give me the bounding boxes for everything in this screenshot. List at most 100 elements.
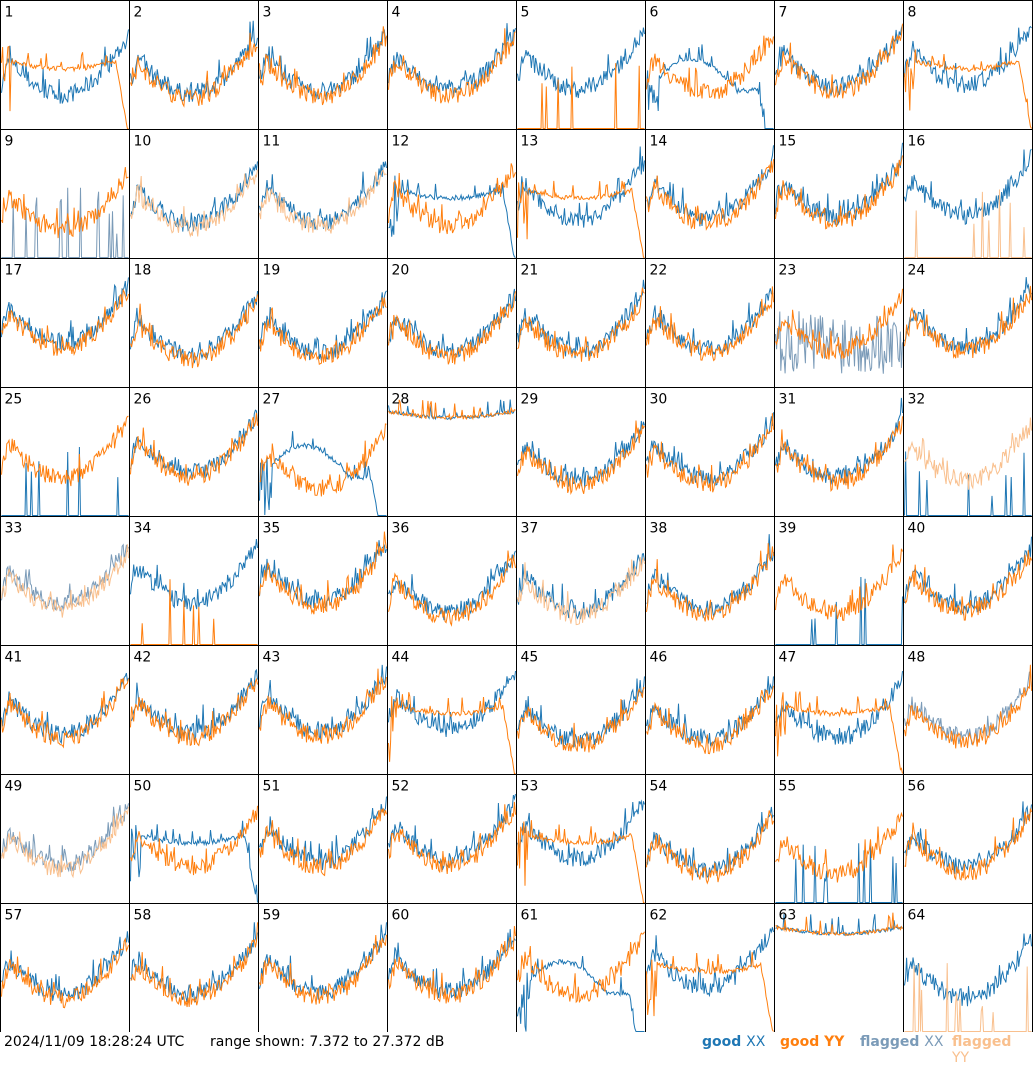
panel-3: 3 — [258, 0, 388, 130]
series-yy — [1, 415, 129, 487]
series-xx — [1, 931, 129, 1001]
series-yy — [775, 155, 903, 230]
series-yy — [517, 686, 645, 753]
series-xx — [904, 25, 1032, 94]
panel-label: 31 — [779, 392, 797, 408]
series-xx — [259, 290, 387, 361]
series-yy — [130, 32, 258, 108]
panel-59: 59 — [258, 903, 388, 1032]
series-yy — [775, 416, 903, 493]
panel-label: 7 — [779, 5, 788, 21]
series-xx — [130, 20, 258, 103]
series-yy — [388, 925, 516, 1004]
series-yy — [259, 934, 387, 1005]
panel-label: 30 — [650, 392, 668, 408]
panel-label: 26 — [134, 392, 152, 408]
panel-21: 21 — [516, 258, 646, 388]
series-xx — [904, 801, 1032, 875]
panel-label: 36 — [392, 521, 410, 537]
panel-label: 47 — [779, 650, 797, 666]
panel-frame — [258, 774, 388, 904]
series-yy — [517, 420, 645, 495]
series-xx — [130, 539, 258, 612]
panel-label: 19 — [263, 263, 281, 279]
panel-63: 63 — [774, 903, 904, 1032]
panel-36: 36 — [387, 516, 517, 646]
panel-10: 10 — [129, 129, 259, 259]
panel-label: 25 — [5, 392, 23, 408]
panel-46: 46 — [645, 645, 775, 775]
series-yy — [775, 544, 903, 621]
series-yy — [1, 544, 129, 618]
panel-label: 61 — [521, 908, 539, 924]
panel-frame — [258, 516, 388, 646]
series-xx — [517, 146, 645, 228]
series-xx — [259, 431, 387, 516]
panel-20: 20 — [387, 258, 517, 388]
series-yy — [388, 692, 516, 774]
panel-label: 49 — [5, 779, 23, 795]
panel-label: 63 — [779, 908, 797, 924]
panel-label: 18 — [134, 263, 152, 279]
panel-label: 15 — [779, 134, 797, 150]
panel-54: 54 — [645, 774, 775, 904]
panel-17: 17 — [0, 258, 130, 388]
panel-42: 42 — [129, 645, 259, 775]
panel-frame — [903, 516, 1033, 646]
series-xx — [904, 148, 1032, 226]
panel-label: 13 — [521, 134, 539, 150]
series-xx — [775, 576, 903, 645]
panel-label: 50 — [134, 779, 152, 795]
panel-13: 13 — [516, 129, 646, 259]
series-yy — [259, 668, 387, 744]
panel-47: 47 — [774, 645, 904, 775]
legend-good-yy: good YY — [780, 1034, 845, 1050]
panel-26: 26 — [129, 387, 259, 517]
series-yy — [388, 28, 516, 104]
panel-16: 16 — [903, 129, 1033, 259]
panel-frame — [387, 387, 517, 517]
panel-label: 22 — [650, 263, 668, 279]
legend-flagged-xx: flagged XX — [860, 1034, 944, 1050]
panel-6: 6 — [645, 0, 775, 130]
panel-58: 58 — [129, 903, 259, 1032]
series-xx — [1, 672, 129, 745]
panel-22: 22 — [645, 258, 775, 388]
panel-label: 53 — [521, 779, 539, 795]
series-yy — [130, 677, 258, 747]
panel-label: 59 — [263, 908, 281, 924]
panel-18: 18 — [129, 258, 259, 388]
panel-55: 55 — [774, 774, 904, 904]
panel-label: 64 — [908, 908, 926, 924]
panel-label: 51 — [263, 779, 281, 795]
panel-14: 14 — [645, 129, 775, 259]
panel-label: 32 — [908, 392, 926, 408]
series-yy — [1, 288, 129, 357]
series-yy — [1, 45, 129, 129]
series-yy — [130, 169, 258, 238]
panel-35: 35 — [258, 516, 388, 646]
series-yy — [517, 820, 645, 903]
legend-good-xx: good XX — [702, 1034, 766, 1050]
series-yy — [130, 805, 258, 876]
panel-label: 62 — [650, 908, 668, 924]
series-yy — [904, 189, 1032, 258]
panel-8: 8 — [903, 0, 1033, 130]
series-xx — [904, 933, 1032, 1007]
series-yy — [388, 291, 516, 365]
panel-19: 19 — [258, 258, 388, 388]
series-yy — [517, 931, 645, 1004]
panel-12: 12 — [387, 129, 517, 259]
panel-label: 41 — [5, 650, 23, 666]
series-xx — [517, 676, 645, 749]
panel-11: 11 — [258, 129, 388, 259]
panel-62: 62 — [645, 903, 775, 1032]
series-yy — [517, 180, 645, 258]
panel-label: 33 — [5, 521, 23, 537]
panel-frame — [903, 0, 1033, 130]
series-yy — [904, 49, 1032, 129]
panel-label: 52 — [392, 779, 410, 795]
panel-label: 24 — [908, 263, 926, 279]
series-xx — [388, 670, 516, 738]
